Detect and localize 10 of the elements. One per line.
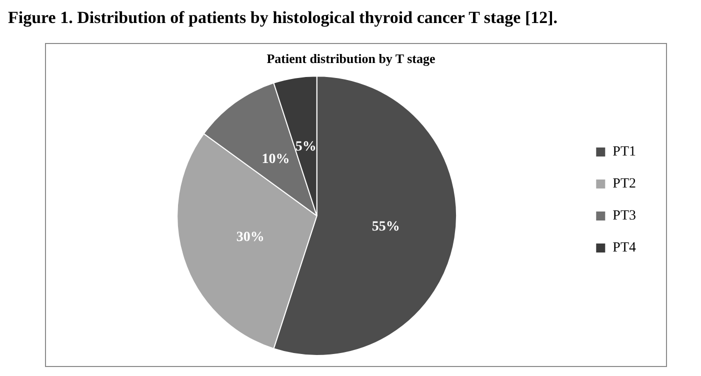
legend-label: PT1 bbox=[612, 144, 636, 160]
data-label: 5% bbox=[295, 139, 316, 154]
data-label: 30% bbox=[236, 230, 264, 245]
legend-label: PT3 bbox=[612, 208, 636, 224]
data-label: 55% bbox=[372, 219, 400, 234]
data-label: 10% bbox=[262, 152, 290, 167]
chart-subtitle: Patient distribution by T stage bbox=[266, 51, 436, 66]
chart-title: Figure 1. Distribution of patients by histological thyroid cancer T stage [12]. bbox=[8, 8, 559, 28]
legend-label: PT2 bbox=[612, 176, 636, 192]
legend-label: PT4 bbox=[612, 240, 636, 256]
